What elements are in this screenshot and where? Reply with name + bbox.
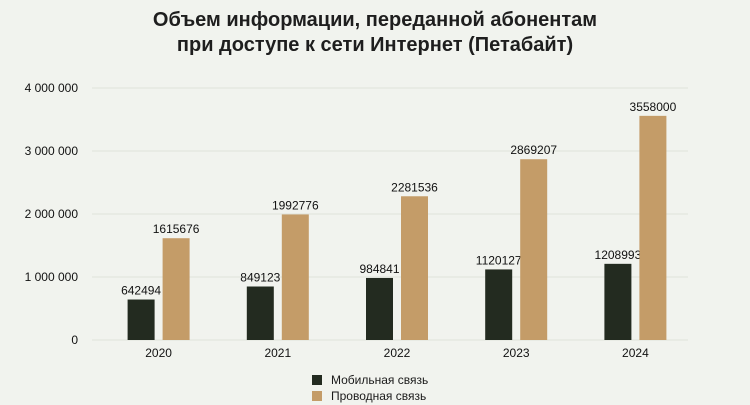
legend-item-wired: Проводная связь: [312, 388, 428, 404]
y-tick-label: 0: [71, 333, 78, 347]
y-tick-label: 3 000 000: [25, 144, 79, 158]
data-label: 1992776: [272, 198, 319, 212]
data-label: 1208993: [595, 248, 642, 262]
legend-swatch-mobile: [312, 375, 322, 385]
bar-wired: [401, 196, 428, 340]
chart-title-line-1: Объем информации, переданной абонентам: [152, 9, 598, 31]
data-label: 849123: [240, 271, 280, 285]
chart-title: Объем информации, переданной абонентам п…: [0, 8, 750, 58]
legend-item-mobile: Мобильная связь: [312, 372, 428, 388]
data-label: 1615676: [153, 222, 200, 236]
bar-mobile: [604, 263, 632, 340]
y-tick-label: 1 000 000: [25, 270, 79, 284]
bar-wired: [162, 238, 190, 340]
x-tick-label: 2020: [145, 346, 172, 360]
x-tick-label: 2022: [384, 346, 411, 360]
data-label: 2281536: [391, 180, 438, 194]
data-label: 642494: [121, 284, 161, 298]
bar-mobile: [485, 269, 513, 340]
legend-label-mobile: Мобильная связь: [331, 373, 429, 387]
y-tick-label: 2 000 000: [25, 207, 79, 221]
x-tick-label: 2023: [503, 346, 530, 360]
data-label: 1120127: [476, 253, 522, 267]
bar-mobile: [127, 299, 155, 340]
legend-label-wired: Проводная связь: [331, 389, 427, 403]
bar-wired: [520, 159, 548, 340]
data-label: 984841: [359, 262, 399, 276]
bar-wired: [639, 115, 667, 340]
x-tick-label: 2021: [264, 346, 291, 360]
y-tick-label: 4 000 000: [25, 81, 79, 95]
chart-title-line-2: при доступе к сети Интернет (Петабайт): [176, 34, 574, 56]
legend-swatch-wired: [312, 391, 322, 401]
data-label: 2869207: [510, 143, 557, 157]
bar-wired: [281, 214, 309, 340]
bar-mobile: [246, 286, 274, 340]
data-label: 3558000: [630, 100, 677, 114]
bar-mobile: [366, 277, 393, 340]
legend: Мобильная связь Проводная связь: [312, 372, 428, 404]
x-tick-label: 2024: [622, 346, 649, 360]
